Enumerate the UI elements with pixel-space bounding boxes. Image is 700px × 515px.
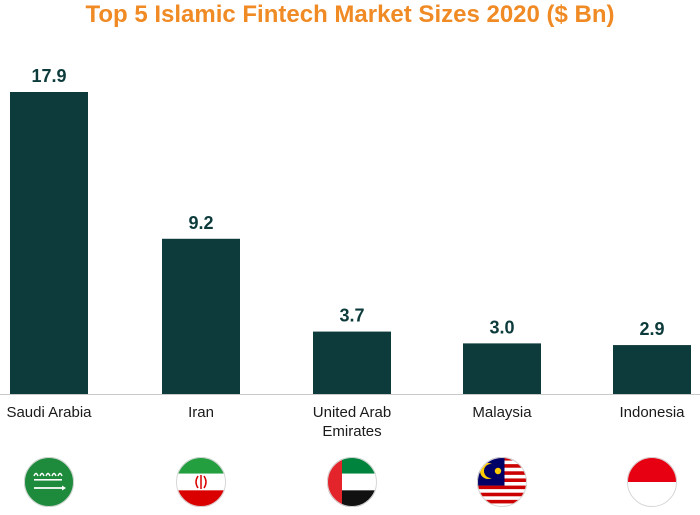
value-label: 3.7 (339, 306, 364, 326)
value-label: 3.0 (489, 317, 514, 337)
flag-border (477, 457, 527, 507)
flag-border (327, 457, 377, 507)
bar (10, 92, 88, 394)
value-label: 17.9 (31, 66, 66, 86)
category-label-line: Indonesia (619, 404, 685, 421)
bar (313, 331, 391, 394)
value-label: 2.9 (639, 319, 664, 339)
chart-title: Top 5 Islamic Fintech Market Sizes 2020 … (85, 1, 615, 28)
category-label-line: Malaysia (472, 404, 532, 421)
category-label: Indonesia (619, 404, 685, 421)
category-label: Saudi Arabia (6, 404, 92, 421)
bar (463, 343, 541, 394)
category-label-line: Iran (188, 404, 214, 421)
category-label: United Arab Emirates (313, 404, 391, 440)
category-label-line: Saudi Arabia (6, 404, 92, 421)
category-label: Malaysia (472, 404, 532, 421)
bar (613, 345, 691, 394)
flag-border (24, 457, 74, 507)
value-label: 9.2 (188, 213, 213, 233)
bar (162, 238, 240, 394)
category-label: Iran (188, 404, 214, 421)
category-label-line: United Arab (313, 404, 391, 421)
saudi-arabia-flag-icon (24, 457, 74, 507)
flag-border (627, 457, 677, 507)
category-label-line: Emirates (322, 423, 381, 440)
flag-border (176, 457, 226, 507)
